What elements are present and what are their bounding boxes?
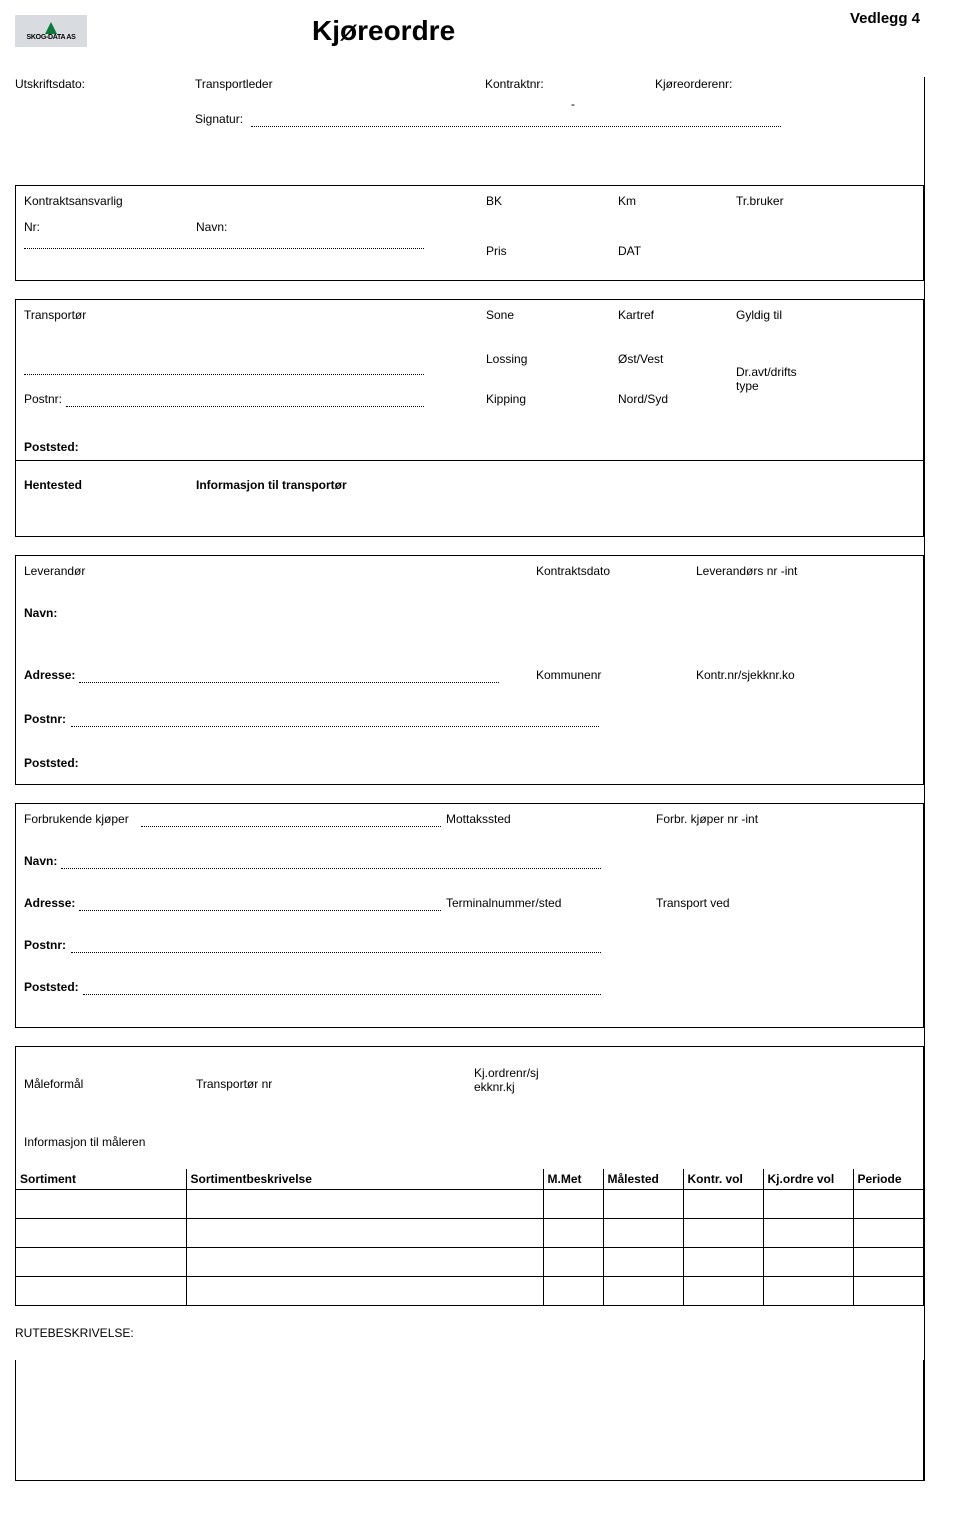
postnr-line-4 [71, 712, 599, 727]
label-kontraktsdato: Kontraktsdato [536, 564, 610, 578]
nr-navn-line [24, 234, 424, 249]
label-transved: Transport ved [656, 896, 730, 910]
label-infomaler: Informasjon til måleren [24, 1135, 145, 1149]
section-contract: Kontraktsansvarlig BK Km Tr.bruker Nr: N… [15, 185, 924, 281]
col-kontrvol: Kontr. vol [683, 1169, 763, 1190]
col-periode: Periode [853, 1169, 923, 1190]
section-transport: Transportør Sone Kartref Gyldig til Loss… [15, 299, 924, 537]
label-utskriftsdato: Utskriftsdato: [15, 77, 85, 91]
label-ostvest: Øst/Vest [618, 352, 663, 366]
label-transportleder: Transportleder [195, 77, 273, 91]
label-kjordre: Kj.ordrenr/sj ekknr.kj [474, 1067, 539, 1095]
label-forbruk: Forbrukende kjøper [24, 812, 129, 826]
section-sortiment: Måleformål Transportør nr Kj.ordrenr/sj … [15, 1046, 924, 1306]
label-kommunenr: Kommunenr [536, 668, 601, 682]
label-gyldigtil: Gyldig til [736, 308, 782, 322]
label-navn-4: Navn: [24, 606, 57, 620]
dash: - [571, 97, 575, 111]
label-mottak: Mottakssted [446, 812, 511, 826]
table-row [16, 1277, 923, 1306]
tree-icon [45, 22, 57, 34]
label-kartref: Kartref [618, 308, 654, 322]
label-adresse-5: Adresse: [24, 896, 75, 910]
label-levnr: Leverandørs nr -int [696, 564, 797, 578]
label-forbrnr: Forbr. kjøper nr -int [656, 812, 758, 826]
attachment-label: Vedlegg 4 [850, 10, 920, 27]
label-poststed-4: Poststed: [24, 756, 79, 770]
postnr-line [66, 392, 424, 407]
col-sortbesk: Sortimentbeskrivelse [186, 1169, 543, 1190]
label-adresse-4: Adresse: [24, 668, 75, 682]
label-route: RUTEBESKRIVELSE: [15, 1326, 134, 1340]
label-kipping: Kipping [486, 392, 526, 406]
label-nr: Nr: [24, 220, 40, 234]
label-km: Km [618, 194, 636, 208]
main-frame: Utskriftsdato: Transportleder Kontraktnr… [15, 77, 925, 1481]
label-signatur: Signatur: [195, 112, 243, 126]
forbruk-line [141, 812, 441, 827]
table-row [16, 1248, 923, 1277]
label-kontraktnr: Kontraktnr: [485, 77, 544, 91]
divider [16, 460, 923, 461]
label-sone: Sone [486, 308, 514, 322]
label-hentested: Hentested [24, 478, 82, 492]
label-poststed: Poststed: [24, 440, 79, 454]
logo-text: SKOG-DATA AS [27, 34, 76, 41]
table-row [16, 1190, 923, 1219]
poststed-line-5 [83, 980, 601, 995]
adresse-line-5 [79, 896, 441, 911]
label-transportornr: Transportør nr [196, 1077, 272, 1091]
label-leverandor: Leverandør [24, 564, 85, 578]
label-bk: BK [486, 194, 502, 208]
section-buyer: Forbrukende kjøper Mottakssted Forbr. kj… [15, 803, 924, 1028]
section-header-fields: Utskriftsdato: Transportleder Kontraktnr… [15, 77, 924, 167]
label-postnr: Postnr: [24, 392, 62, 406]
label-lossing: Lossing [486, 352, 527, 366]
label-navn-5: Navn: [24, 854, 57, 868]
logo: SKOG-DATA AS [15, 15, 87, 47]
label-kjoreorderenr: Kjøreorderenr: [655, 77, 732, 91]
page-title: Kjøreordre [312, 15, 455, 47]
label-postnr-5: Postnr: [24, 938, 66, 952]
line-1 [24, 360, 424, 375]
col-malested: Målested [603, 1169, 683, 1190]
postnr-line-5 [71, 938, 601, 953]
label-kontrnr: Kontr.nr/sjekknr.ko [696, 668, 795, 682]
col-kjordrevol: Kj.ordre vol [763, 1169, 853, 1190]
label-navn: Navn: [196, 220, 227, 234]
header-row: SKOG-DATA AS Kjøreordre [15, 15, 925, 47]
label-trbruker: Tr.bruker [736, 194, 784, 208]
label-info-transportor: Informasjon til transportør [196, 478, 347, 492]
label-pris: Pris [486, 244, 507, 258]
section-supplier: Leverandør Kontraktsdato Leverandørs nr … [15, 555, 924, 785]
signature-line [251, 112, 781, 127]
label-terminal: Terminalnummer/sted [446, 896, 561, 910]
label-postnr-4: Postnr: [24, 712, 66, 726]
col-sortiment: Sortiment [16, 1169, 186, 1190]
sortiment-table: Sortiment Sortimentbeskrivelse M.Met Mål… [16, 1169, 923, 1305]
label-maleformal: Måleformål [24, 1077, 83, 1091]
label-transportor: Transportør [24, 308, 86, 322]
label-dat: DAT [618, 244, 641, 258]
label-kontraktsansvarlig: Kontraktsansvarlig [24, 194, 123, 208]
label-nordsyd: Nord/Syd [618, 392, 668, 406]
label-dravt: Dr.avt/drifts type [736, 366, 797, 394]
navn-line-5 [61, 854, 601, 869]
route-box [15, 1360, 924, 1481]
label-poststed-5: Poststed: [24, 980, 79, 994]
table-row [16, 1219, 923, 1248]
adresse-line-4 [79, 668, 499, 683]
col-mmet: M.Met [543, 1169, 603, 1190]
